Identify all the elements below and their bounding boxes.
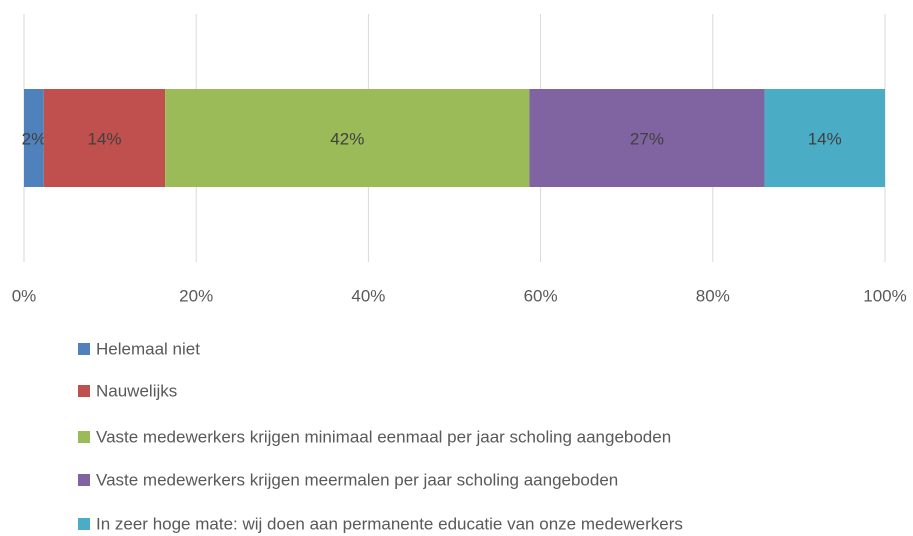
legend-swatch bbox=[78, 385, 90, 397]
legend-label: Vaste medewerkers krijgen minimaal eenma… bbox=[96, 427, 671, 446]
x-tick-label: 80% bbox=[696, 286, 730, 305]
data-label: 14% bbox=[808, 129, 842, 148]
x-tick-label: 100% bbox=[863, 286, 906, 305]
bar-segment bbox=[24, 89, 44, 187]
x-tick-label: 40% bbox=[351, 286, 385, 305]
x-tick-label: 60% bbox=[524, 286, 558, 305]
legend-label: Vaste medewerkers krijgen meermalen per … bbox=[96, 470, 618, 489]
data-label: 2% bbox=[22, 129, 47, 148]
legend-label: In zeer hoge mate: wij doen aan permanen… bbox=[96, 514, 683, 533]
legend-swatch bbox=[78, 518, 90, 530]
data-label: 27% bbox=[630, 129, 664, 148]
data-label: 42% bbox=[330, 129, 364, 148]
legend-swatch bbox=[78, 431, 90, 443]
data-label: 14% bbox=[87, 129, 121, 148]
legend-label: Nauwelijks bbox=[96, 381, 177, 400]
bar-segment bbox=[43, 89, 166, 187]
legend-swatch bbox=[78, 474, 90, 486]
bar-segment bbox=[529, 89, 765, 187]
x-tick-label: 0% bbox=[12, 286, 37, 305]
bar-segment bbox=[764, 89, 885, 187]
legend-swatch bbox=[78, 343, 90, 355]
x-tick-label: 20% bbox=[179, 286, 213, 305]
legend-label: Helemaal niet bbox=[96, 339, 200, 358]
bar-segment bbox=[165, 89, 530, 187]
